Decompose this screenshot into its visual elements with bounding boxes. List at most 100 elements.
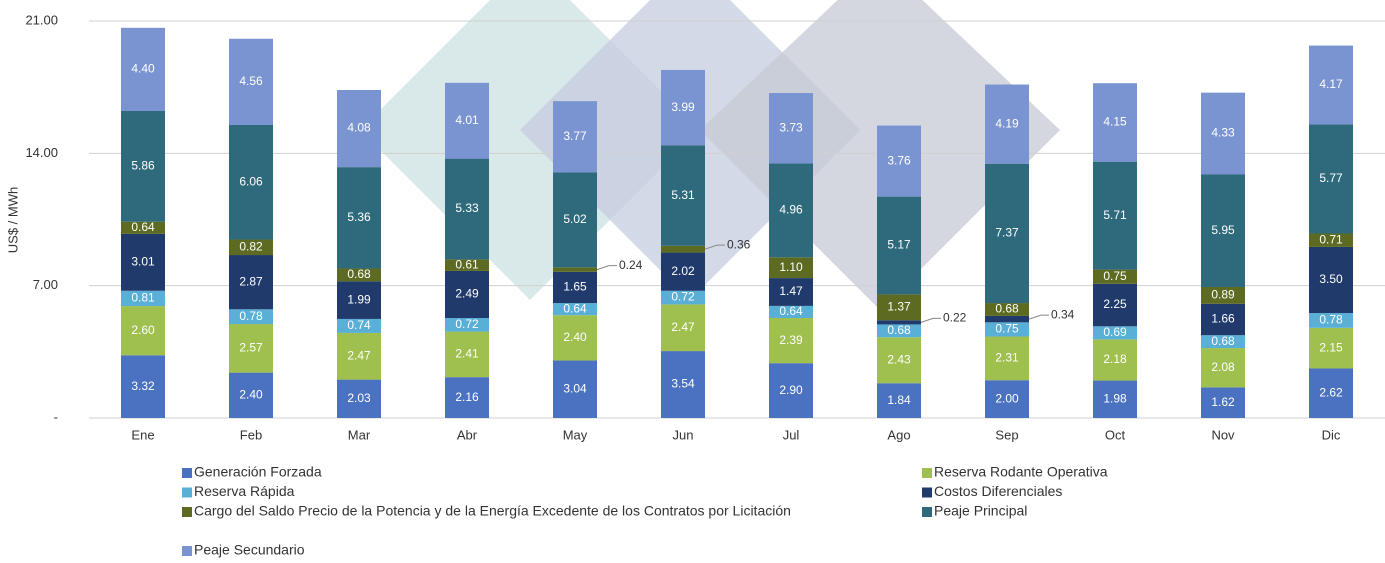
data-label: 0.89 bbox=[1211, 288, 1235, 302]
data-label: 0.69 bbox=[1103, 325, 1127, 339]
bar-segment bbox=[769, 305, 813, 318]
data-label: 4.08 bbox=[347, 121, 371, 135]
bar-segment bbox=[769, 93, 813, 164]
x-tick-label: Dic bbox=[1322, 427, 1341, 442]
bar-segment bbox=[1093, 326, 1137, 340]
bar-segment bbox=[121, 27, 165, 111]
bar-segment bbox=[985, 336, 1029, 381]
bar-segment bbox=[877, 324, 921, 338]
data-label: 4.56 bbox=[239, 74, 263, 88]
bar-segment bbox=[445, 82, 489, 159]
bar-segment bbox=[1201, 387, 1245, 418]
data-label: 0.75 bbox=[1103, 269, 1127, 283]
x-tick-label: Abr bbox=[457, 427, 478, 442]
data-label: 2.25 bbox=[1103, 297, 1127, 311]
bar-segment bbox=[553, 101, 597, 173]
data-label: 1.62 bbox=[1211, 395, 1235, 409]
leader-line bbox=[596, 265, 617, 271]
data-label: 0.81 bbox=[131, 291, 155, 305]
bar-segment bbox=[337, 379, 381, 418]
bar-segment bbox=[229, 309, 273, 325]
data-label: 0.72 bbox=[671, 290, 695, 304]
legend-swatch bbox=[182, 487, 192, 498]
bar-segment bbox=[121, 110, 165, 222]
bar-segment bbox=[1309, 124, 1353, 234]
data-label: 5.31 bbox=[671, 188, 695, 202]
data-label: 1.99 bbox=[347, 292, 371, 306]
data-label: 3.99 bbox=[671, 100, 695, 114]
bar-segment bbox=[337, 318, 381, 333]
legend-label: Generación Forzada bbox=[194, 464, 322, 480]
legend-swatch bbox=[922, 487, 932, 498]
bar-segment bbox=[337, 167, 381, 269]
bar-segment bbox=[985, 380, 1029, 418]
bar-segment bbox=[985, 315, 1029, 323]
data-label: 2.41 bbox=[455, 347, 479, 361]
bar-segment bbox=[229, 372, 273, 418]
bar-segment bbox=[877, 196, 921, 295]
data-label: 2.40 bbox=[563, 330, 587, 344]
bar-segment bbox=[121, 221, 165, 234]
data-label: 1.84 bbox=[887, 393, 911, 407]
bar-segment bbox=[1201, 303, 1245, 336]
data-label: 0.36 bbox=[727, 237, 751, 251]
data-label: 0.82 bbox=[239, 239, 263, 253]
bar-segment bbox=[553, 360, 597, 418]
data-label: 2.60 bbox=[131, 323, 155, 337]
bar-segment bbox=[1309, 246, 1353, 314]
data-label: 0.34 bbox=[1051, 307, 1075, 321]
data-label: 2.57 bbox=[239, 341, 263, 355]
data-label: 2.31 bbox=[995, 351, 1019, 365]
data-label: 5.33 bbox=[455, 201, 479, 215]
data-label: 2.08 bbox=[1211, 360, 1235, 374]
x-tick-label: Mar bbox=[348, 427, 371, 442]
data-label: 3.50 bbox=[1319, 272, 1343, 286]
data-label: 0.24 bbox=[619, 258, 643, 272]
x-tick-label: May bbox=[563, 427, 588, 442]
bar-segment bbox=[1309, 313, 1353, 328]
bar-segment bbox=[661, 69, 705, 146]
bar-segment bbox=[769, 257, 813, 279]
bar-segment bbox=[121, 355, 165, 418]
bar-segment bbox=[985, 84, 1029, 164]
bar-segment bbox=[229, 239, 273, 256]
data-label: 1.37 bbox=[887, 299, 911, 313]
data-label: 2.15 bbox=[1319, 340, 1343, 354]
data-label: 3.76 bbox=[887, 153, 911, 167]
data-label: 0.78 bbox=[239, 309, 263, 323]
data-label: 3.32 bbox=[131, 379, 155, 393]
bar-segment bbox=[1309, 45, 1353, 125]
bar-segment bbox=[445, 317, 489, 332]
legend-swatch bbox=[182, 468, 192, 478]
data-label: 2.49 bbox=[455, 287, 479, 301]
data-label: 5.36 bbox=[347, 210, 371, 224]
legend-swatch bbox=[922, 468, 932, 478]
data-label: 0.68 bbox=[995, 302, 1019, 316]
bar-segment bbox=[1201, 92, 1245, 175]
bar-segment bbox=[661, 304, 705, 352]
bar-segment bbox=[121, 306, 165, 356]
data-label: 4.33 bbox=[1211, 126, 1235, 140]
bar-segment bbox=[1201, 348, 1245, 388]
bar-segment bbox=[1093, 339, 1137, 381]
bar-segment bbox=[877, 383, 921, 418]
bar-segment bbox=[229, 38, 273, 125]
legend-label: Reserva Rodante Operativa bbox=[934, 464, 1108, 480]
bar-segment bbox=[553, 303, 597, 316]
data-label: 1.65 bbox=[563, 280, 587, 294]
bar-segment bbox=[121, 290, 165, 307]
data-label: 2.40 bbox=[239, 387, 263, 401]
bar-segment bbox=[1309, 233, 1353, 247]
data-label: 2.18 bbox=[1103, 352, 1127, 366]
bar-segment bbox=[769, 363, 813, 418]
data-label: 6.06 bbox=[239, 174, 263, 188]
legend-label: Reserva Rápida bbox=[194, 483, 295, 499]
leader-line bbox=[1028, 314, 1049, 320]
data-label: 2.90 bbox=[779, 383, 803, 397]
data-label: 2.03 bbox=[347, 391, 371, 405]
data-label: 0.61 bbox=[455, 257, 479, 271]
bar-segment bbox=[445, 270, 489, 318]
bar-segment bbox=[553, 172, 597, 268]
bar-segment bbox=[229, 324, 273, 373]
